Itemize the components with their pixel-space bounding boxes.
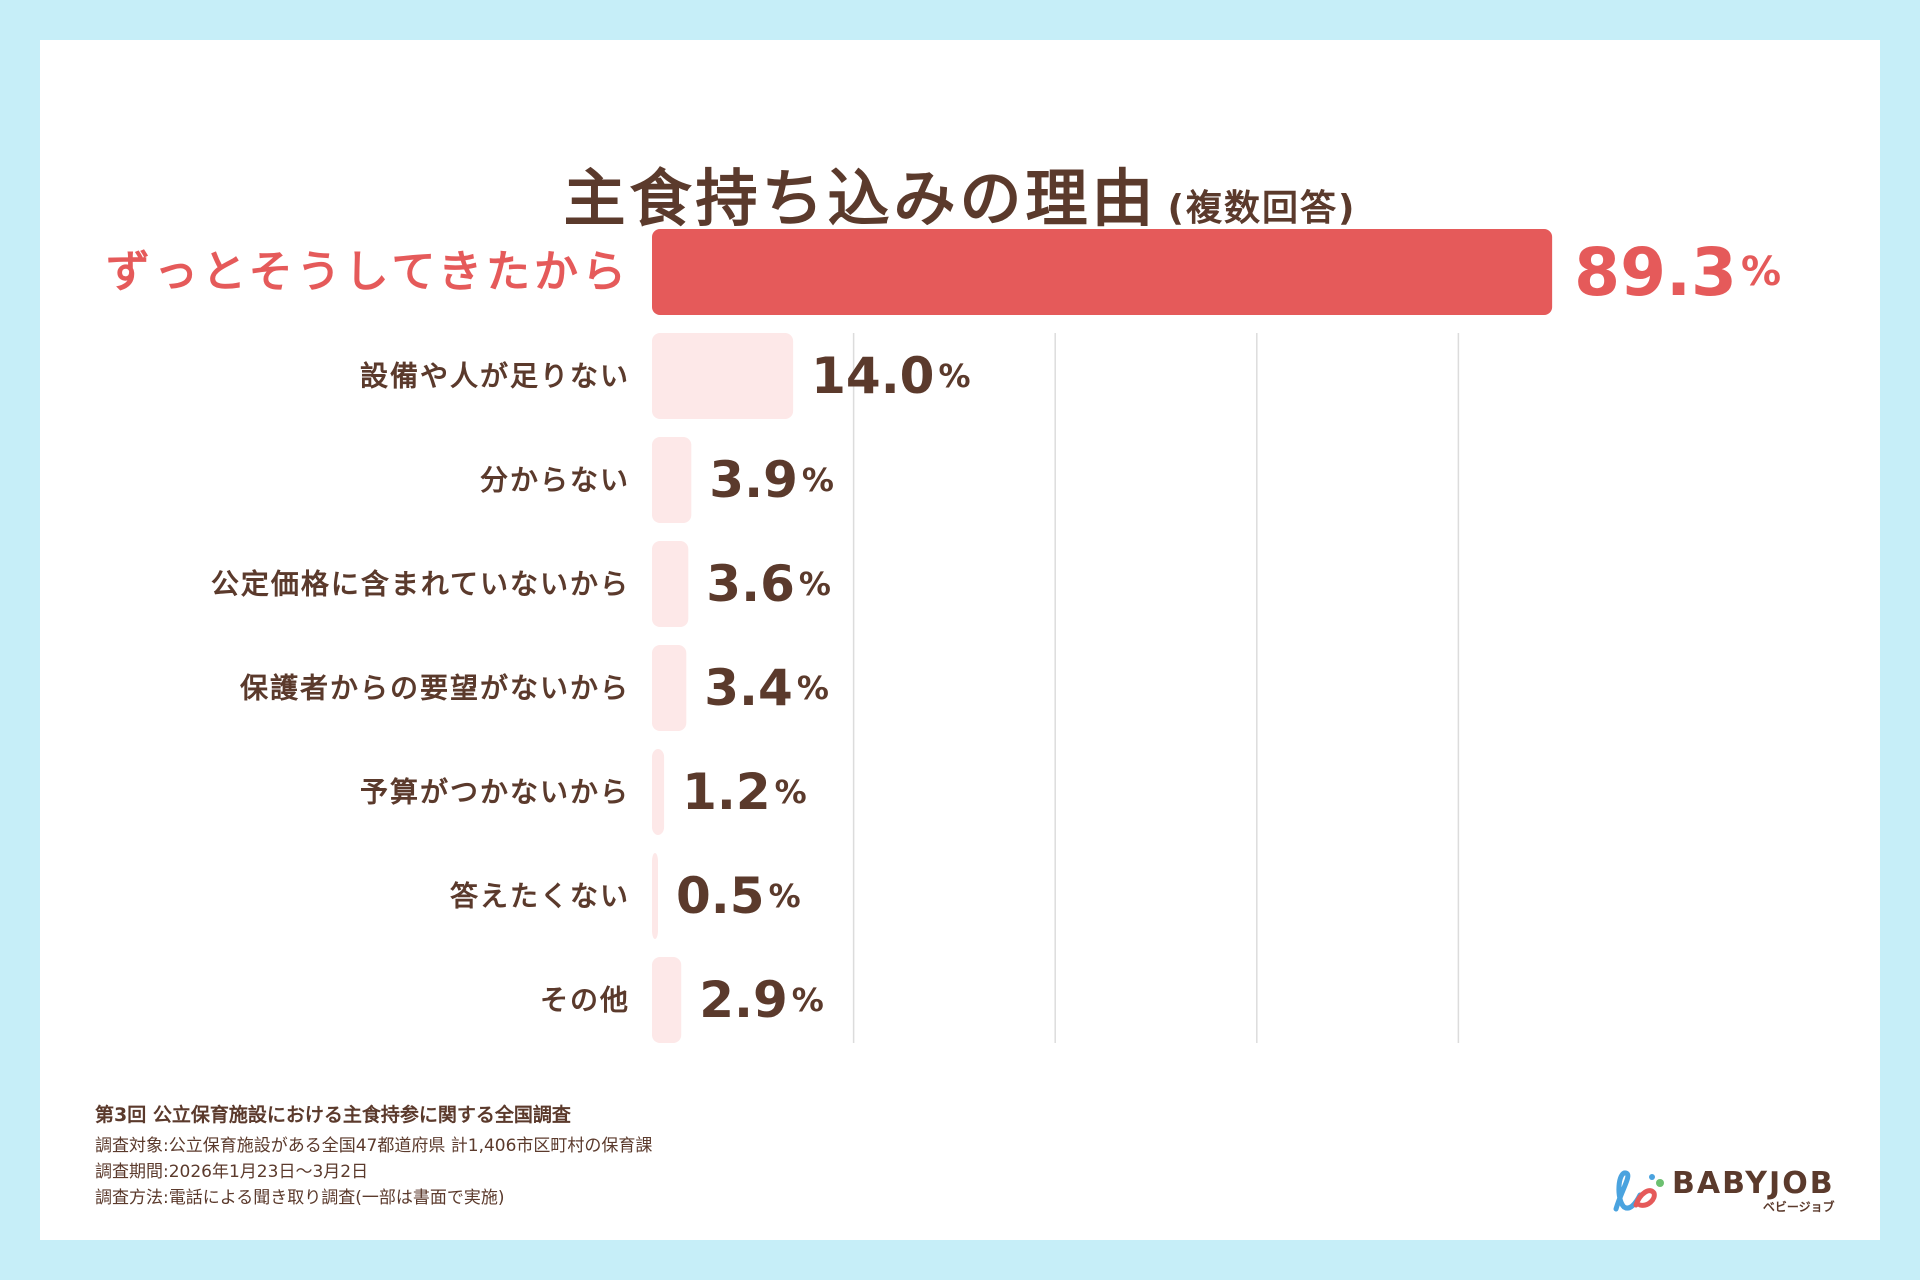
chart-title-sub: (複数回答) — [1167, 188, 1357, 229]
bar — [652, 957, 682, 1043]
logo-kana: ベビージョブ — [1762, 1200, 1835, 1214]
bar — [652, 853, 658, 939]
bars — [652, 229, 1553, 1043]
babyjob-logo: BABYJOB ベビージョブ — [1610, 1168, 1835, 1214]
category-label: 設備や人が足りない — [360, 360, 630, 393]
value-label: 1.2% — [682, 763, 807, 821]
chart-title: 主食持ち込みの理由 (複数回答) — [40, 148, 1880, 238]
chart-title-main: 主食持ち込みの理由 — [563, 162, 1158, 235]
category-label: 答えたくない — [450, 880, 630, 913]
logo-brand: BABYJOB — [1672, 1166, 1835, 1201]
bar — [652, 229, 1553, 315]
survey-line-method: 調査方法:電話による聞き取り調査(一部は書面で実施) — [95, 1188, 505, 1208]
survey-line-period: 調査期間:2026年1月23日〜3月2日 — [95, 1162, 369, 1182]
value-label: 3.4% — [704, 659, 829, 717]
babyjob-logo-icon — [1613, 1170, 1664, 1212]
category-label: 分からない — [480, 464, 630, 497]
value-label: 2.9% — [699, 971, 824, 1029]
category-label: 予算がつかないから — [360, 776, 630, 809]
category-label: 保護者からの要望がないから — [240, 672, 630, 705]
grid-lines — [852, 333, 1460, 1043]
survey-title: 第3回 公立保育施設における主食持参に関する全国調査 — [95, 1104, 571, 1126]
value-label: 3.6% — [706, 555, 831, 613]
category-label: ずっとそうしてきたから — [106, 247, 630, 298]
category-label: 公定価格に含まれていないから — [211, 568, 630, 601]
bar — [652, 541, 689, 627]
value-labels: 89.3 % 14.0 % 3.9 % 3.6 % 3.4 % 1.2 % 0.5 % 2.9% — [676, 234, 1781, 1030]
bar — [652, 645, 687, 731]
value-label: 0.5% — [676, 867, 801, 925]
value-label: 14.0% — [811, 347, 970, 405]
bar — [652, 749, 665, 835]
category-labels: ずっとそうしてきたから設備や人が足りない分からない公定価格に含まれていないから保… — [106, 247, 630, 1017]
bar — [652, 437, 692, 523]
chart-card: 主食持ち込みの理由 (複数回答) ずっとそうしてきたから設備や人が足りない分からな… — [40, 40, 1880, 1240]
survey-footer: 第3回 公立保育施設における主食持参に関する全国調査 調査対象:公立保育施設があ… — [95, 1100, 652, 1211]
value-label: 3.9% — [709, 451, 834, 509]
survey-line-target: 調査対象:公立保育施設がある全国47都道府県 計1,406市区町村の保育課 — [95, 1136, 653, 1156]
category-label: その他 — [540, 984, 630, 1017]
bar-chart: ずっとそうしてきたから設備や人が足りない分からない公定価格に含まれていないから保… — [106, 229, 1781, 1043]
value-label: 89.3% — [1574, 234, 1781, 311]
bar — [652, 333, 794, 419]
